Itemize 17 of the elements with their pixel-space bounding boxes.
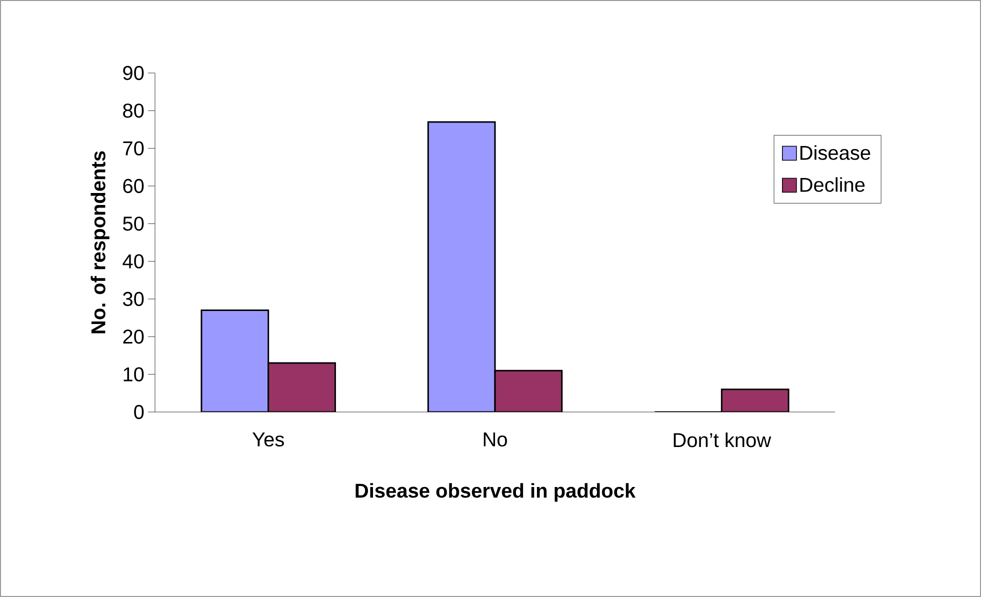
legend-label: Disease	[800, 145, 870, 160]
y-tick-label: 90	[123, 66, 144, 80]
y-tick-label: 20	[123, 330, 144, 344]
y-tick-label: 10	[124, 367, 144, 382]
y-tick-label: 0	[134, 404, 144, 420]
y-tick-label: 60	[123, 178, 144, 194]
x-tick-label: Don’t know	[674, 432, 772, 448]
y-tick-label: 30	[122, 292, 144, 306]
y-tick-label: 80	[123, 104, 144, 118]
y-tick-label: 70	[123, 141, 144, 156]
x-tick-label: No	[484, 432, 507, 446]
x-axis-title: Disease observed in paddock	[356, 483, 636, 502]
y-tick-label: 50	[123, 216, 144, 231]
y-tick-label: 40	[122, 254, 144, 268]
legend-label: Decline	[800, 177, 865, 192]
x-tick-label: Yes	[252, 432, 284, 446]
y-axis-title: No. of respondents	[90, 151, 110, 334]
